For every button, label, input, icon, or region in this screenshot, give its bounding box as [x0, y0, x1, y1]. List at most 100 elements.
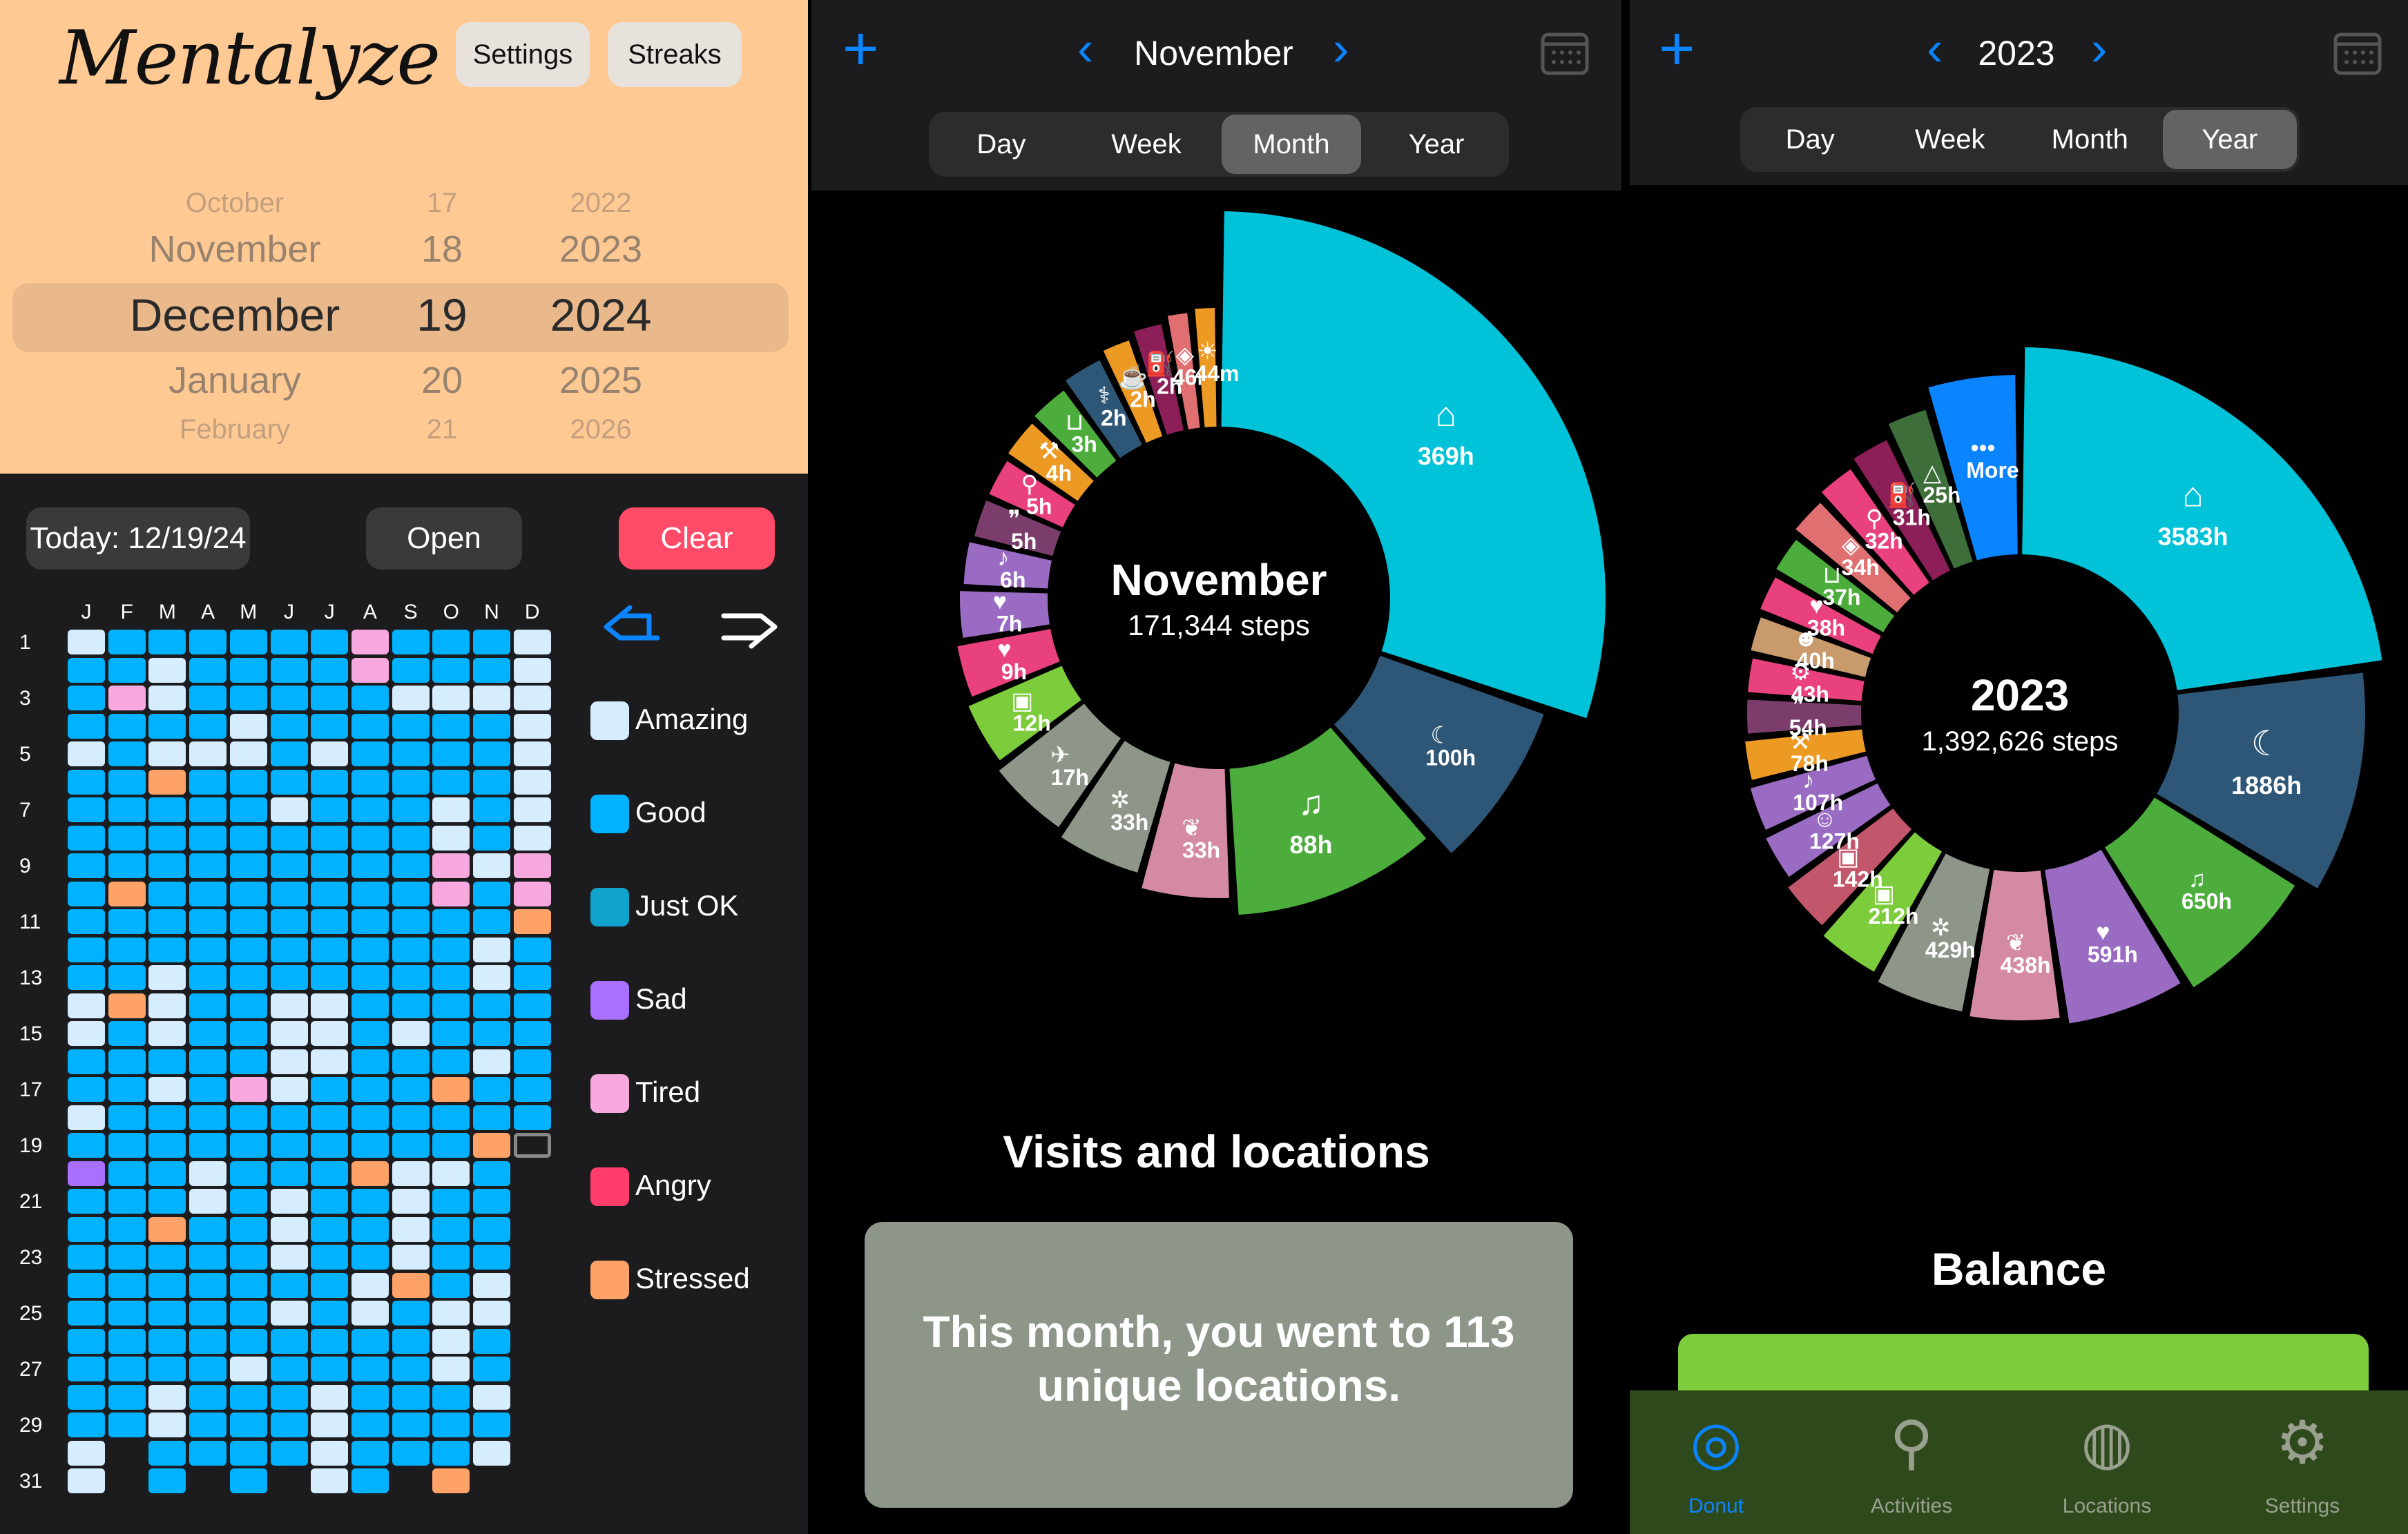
mood-cell-A[interactable]: [270, 797, 308, 822]
today-button[interactable]: Today: 12/19/24: [26, 507, 250, 570]
mood-cell[interactable]: [351, 713, 389, 739]
mood-cell-A[interactable]: [513, 797, 551, 822]
mood-cell[interactable]: [432, 1021, 470, 1046]
mood-cell-A[interactable]: [270, 1245, 308, 1270]
mood-cell[interactable]: [189, 630, 227, 654]
mood-cell[interactable]: [108, 909, 146, 934]
mood-cell[interactable]: [189, 797, 227, 822]
mood-cell[interactable]: [432, 965, 470, 990]
mood-cell-A[interactable]: [392, 1021, 430, 1046]
mood-cell[interactable]: [108, 1049, 146, 1074]
mood-cell[interactable]: [392, 993, 430, 1018]
mood-cell-A[interactable]: [513, 825, 551, 851]
mood-cell-A[interactable]: [513, 657, 551, 683]
mood-cell[interactable]: [229, 1049, 267, 1074]
picker-year[interactable]: 2025: [559, 360, 643, 401]
mood-cell-A[interactable]: [68, 1021, 105, 1046]
mood-cell-A[interactable]: [68, 1105, 105, 1130]
mood-cell[interactable]: [189, 657, 227, 683]
mood-cell-X[interactable]: [392, 1272, 430, 1298]
mood-cell[interactable]: [311, 1161, 349, 1186]
mood-cell[interactable]: [270, 1357, 308, 1381]
mood-cell-A[interactable]: [432, 686, 470, 710]
mood-cell[interactable]: [229, 937, 267, 962]
mood-cell[interactable]: [270, 657, 308, 683]
donut-segment[interactable]: [1334, 655, 1544, 853]
mood-cell[interactable]: [270, 1161, 308, 1186]
mood-cell[interactable]: [270, 686, 308, 710]
mood-cell[interactable]: [108, 1412, 146, 1437]
mood-cell-A[interactable]: [311, 993, 349, 1018]
mood-cell-A[interactable]: [68, 993, 105, 1018]
mood-cell[interactable]: [351, 937, 389, 962]
walk-icon[interactable]: ⚲: [1889, 1410, 1934, 1476]
mood-cell-A[interactable]: [513, 713, 551, 739]
mood-cell[interactable]: [513, 1021, 551, 1046]
tab-day[interactable]: Day: [976, 128, 1026, 159]
mood-cell-X[interactable]: [473, 1133, 510, 1158]
mood-cell[interactable]: [351, 769, 389, 795]
mood-cell[interactable]: [148, 1105, 186, 1130]
mood-cell[interactable]: [148, 630, 186, 654]
mood-cell[interactable]: [189, 1216, 227, 1242]
mood-cell[interactable]: [68, 1272, 105, 1298]
mood-cell[interactable]: [189, 1077, 227, 1102]
mood-cell[interactable]: [392, 769, 430, 795]
mood-cell[interactable]: [229, 1384, 267, 1410]
mood-cell[interactable]: [68, 1301, 105, 1326]
mood-cell-T[interactable]: [351, 657, 389, 683]
mood-cell[interactable]: [270, 1412, 308, 1437]
mood-cell[interactable]: [351, 909, 389, 934]
mood-cell[interactable]: [392, 741, 430, 766]
chevron-right-icon[interactable]: ›: [2091, 21, 2108, 75]
tab-day[interactable]: Day: [1785, 124, 1835, 155]
donut-segment[interactable]: [2157, 672, 2365, 889]
mood-cell[interactable]: [351, 1412, 389, 1437]
mood-cell[interactable]: [189, 993, 227, 1018]
donut-segment[interactable]: [1748, 658, 1865, 701]
mood-cell[interactable]: [229, 1245, 267, 1270]
mood-cell[interactable]: [473, 993, 510, 1018]
mood-cell[interactable]: [68, 769, 105, 795]
mood-cell-A[interactable]: [68, 630, 105, 654]
mood-cell[interactable]: [108, 1216, 146, 1242]
mood-cell-A[interactable]: [189, 1161, 227, 1186]
tab-year[interactable]: Year: [2162, 110, 2297, 169]
tab-month[interactable]: Month: [1222, 115, 1361, 174]
mood-cell[interactable]: [229, 686, 267, 710]
mood-cell[interactable]: [351, 1384, 389, 1410]
donut-segment[interactable]: [1750, 755, 1876, 831]
mood-cell[interactable]: [108, 741, 146, 766]
mood-cell[interactable]: [189, 769, 227, 795]
tab-week[interactable]: Week: [1111, 128, 1182, 159]
donut-segment[interactable]: [1823, 832, 1943, 972]
mood-cell[interactable]: [311, 1133, 349, 1158]
picker-day[interactable]: 19: [416, 289, 468, 340]
mood-cell[interactable]: [513, 965, 551, 990]
period-segmented-control[interactable]: Day Week Month Year: [1740, 107, 2300, 172]
mood-cell[interactable]: [108, 1077, 146, 1102]
mood-cell[interactable]: [392, 797, 430, 822]
mood-cell[interactable]: [513, 1105, 551, 1130]
mood-cell-A[interactable]: [148, 993, 186, 1018]
mood-cell-A[interactable]: [148, 1077, 186, 1102]
mood-cell[interactable]: [270, 881, 308, 906]
mood-cell-A[interactable]: [189, 741, 227, 766]
mood-cell[interactable]: [108, 1384, 146, 1410]
mood-cell[interactable]: [392, 1328, 430, 1354]
mood-cell-A[interactable]: [432, 825, 470, 851]
mood-cell[interactable]: [473, 825, 510, 851]
mood-cell-A[interactable]: [148, 1412, 186, 1437]
mood-cell[interactable]: [473, 1161, 510, 1186]
mood-cell-A[interactable]: [311, 1384, 349, 1410]
mood-cell[interactable]: [351, 965, 389, 990]
mood-cell[interactable]: [392, 881, 430, 906]
mood-cell[interactable]: [189, 1245, 227, 1270]
mood-cell-A[interactable]: [311, 1021, 349, 1046]
donut-segment[interactable]: [960, 591, 1050, 638]
mood-cell[interactable]: [108, 1021, 146, 1046]
gear-icon[interactable]: ⚙: [2275, 1410, 2329, 1476]
donut-segment[interactable]: [1142, 763, 1229, 898]
mood-cell[interactable]: [270, 1440, 308, 1466]
mood-cell[interactable]: [68, 797, 105, 822]
